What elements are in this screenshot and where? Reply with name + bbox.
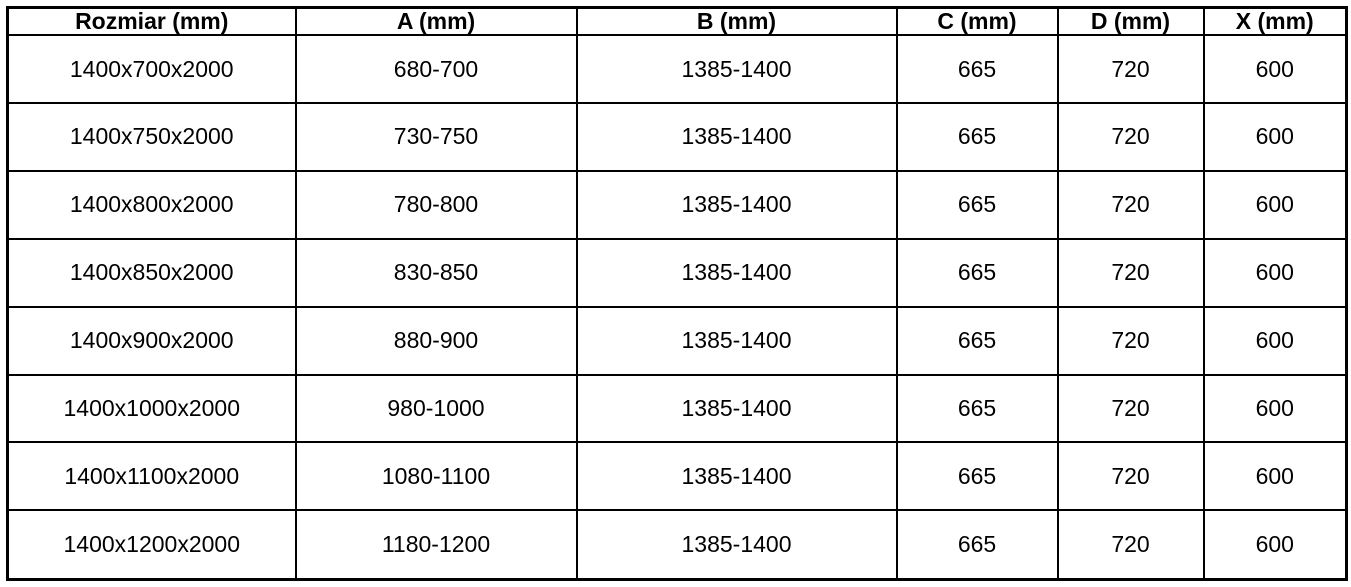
table-cell-b: 1385-1400 <box>575 170 898 240</box>
table-cell-c: 665 <box>895 373 1059 444</box>
table-body: 1400x700x2000 680-700 1385-1400 665 720 600 14… <box>6 34 1348 581</box>
table-cell-d: 720 <box>1056 34 1205 105</box>
table-cell-c: 665 <box>895 170 1059 240</box>
table-cell-c: 665 <box>895 509 1059 581</box>
table-cell-b: 1385-1400 <box>575 305 898 376</box>
table-row: 1400x750x2000 730-750 1385-1400 665 720 600 <box>6 102 1348 173</box>
table-cell-x: 600 <box>1202 305 1348 376</box>
column-header-a: A (mm) <box>294 6 578 37</box>
table-cell-x: 600 <box>1202 170 1348 240</box>
table-cell-rozmiar: 1400x850x2000 <box>6 237 297 308</box>
table-cell-d: 720 <box>1056 102 1205 173</box>
table-cell-x: 600 <box>1202 441 1348 512</box>
table-cell-rozmiar: 1400x700x2000 <box>6 34 297 105</box>
column-header-d: D (mm) <box>1056 6 1205 37</box>
table-cell-c: 665 <box>895 305 1059 376</box>
table-cell-c: 665 <box>895 34 1059 105</box>
table-cell-x: 600 <box>1202 509 1348 581</box>
table-cell-x: 600 <box>1202 102 1348 173</box>
table-head: Rozmiar (mm) A (mm) B (mm) C (mm) D (mm) X (m… <box>6 6 1348 37</box>
table-row: 1400x900x2000 880-900 1385-1400 665 720 600 <box>6 305 1348 376</box>
table-cell-x: 600 <box>1202 237 1348 308</box>
table-cell-rozmiar: 1400x1100x2000 <box>6 441 297 512</box>
table-cell-a: 1180-1200 <box>294 509 578 581</box>
table-cell-a: 830-850 <box>294 237 578 308</box>
table-cell-c: 665 <box>895 237 1059 308</box>
column-header-b: B (mm) <box>575 6 898 37</box>
table-cell-d: 720 <box>1056 305 1205 376</box>
table-row: 1400x1100x2000 1080-1100 1385-1400 665 720 60… <box>6 441 1348 512</box>
column-header-c: C (mm) <box>895 6 1059 37</box>
table-cell-c: 665 <box>895 441 1059 512</box>
table-cell-x: 600 <box>1202 373 1348 444</box>
table-cell-a: 730-750 <box>294 102 578 173</box>
table-cell-rozmiar: 1400x800x2000 <box>6 170 297 240</box>
table-cell-d: 720 <box>1056 373 1205 444</box>
table-cell-d: 720 <box>1056 509 1205 581</box>
table-cell-d: 720 <box>1056 441 1205 512</box>
header-row: Rozmiar (mm) A (mm) B (mm) C (mm) D (mm) X (m… <box>6 6 1348 37</box>
table-cell-c: 665 <box>895 102 1059 173</box>
table-cell-a: 880-900 <box>294 305 578 376</box>
table-cell-d: 720 <box>1056 237 1205 308</box>
table-row: 1400x1200x2000 1180-1200 1385-1400 665 720 60… <box>6 509 1348 581</box>
table-cell-a: 1080-1100 <box>294 441 578 512</box>
table-cell-a: 780-800 <box>294 170 578 240</box>
table-cell-b: 1385-1400 <box>575 237 898 308</box>
table-cell-rozmiar: 1400x1000x2000 <box>6 373 297 444</box>
table-cell-x: 600 <box>1202 34 1348 105</box>
table-cell-rozmiar: 1400x900x2000 <box>6 305 297 376</box>
column-header-rozmiar: Rozmiar (mm) <box>6 6 297 37</box>
table-cell-a: 980-1000 <box>294 373 578 444</box>
dimension-spec-table: Rozmiar (mm) A (mm) B (mm) C (mm) D (mm) X (m… <box>6 6 1348 581</box>
table-row: 1400x700x2000 680-700 1385-1400 665 720 600 <box>6 34 1348 105</box>
table-cell-rozmiar: 1400x750x2000 <box>6 102 297 173</box>
table-cell-b: 1385-1400 <box>575 34 898 105</box>
table-row: 1400x800x2000 780-800 1385-1400 665 720 600 <box>6 170 1348 240</box>
table-cell-b: 1385-1400 <box>575 373 898 444</box>
table-cell-d: 720 <box>1056 170 1205 240</box>
table-cell-b: 1385-1400 <box>575 441 898 512</box>
table-cell-rozmiar: 1400x1200x2000 <box>6 509 297 581</box>
table-row: 1400x1000x2000 980-1000 1385-1400 665 720 600 <box>6 373 1348 444</box>
column-header-x: X (mm) <box>1202 6 1348 37</box>
table-cell-b: 1385-1400 <box>575 102 898 173</box>
table-cell-b: 1385-1400 <box>575 509 898 581</box>
table-row: 1400x850x2000 830-850 1385-1400 665 720 600 <box>6 237 1348 308</box>
table-cell-a: 680-700 <box>294 34 578 105</box>
